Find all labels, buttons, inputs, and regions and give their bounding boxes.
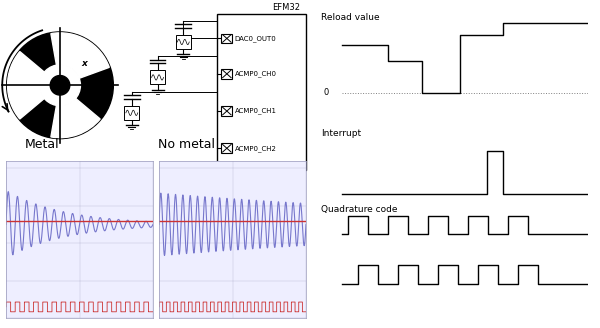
Wedge shape bbox=[8, 51, 44, 119]
Text: No metal: No metal bbox=[157, 138, 215, 151]
Bar bbox=[221, 143, 232, 153]
Text: ACMP0_CH2: ACMP0_CH2 bbox=[235, 145, 277, 152]
Bar bbox=[176, 35, 191, 49]
Wedge shape bbox=[51, 33, 109, 78]
Circle shape bbox=[7, 32, 113, 139]
Bar bbox=[150, 70, 165, 85]
Bar bbox=[221, 33, 232, 43]
Text: x: x bbox=[89, 73, 95, 82]
Text: ACMP0_CH0: ACMP0_CH0 bbox=[235, 71, 277, 77]
Text: EFM32: EFM32 bbox=[272, 3, 300, 12]
Text: DAC0_OUT0: DAC0_OUT0 bbox=[235, 35, 277, 42]
Text: ACMP0_CH1: ACMP0_CH1 bbox=[235, 108, 277, 114]
Wedge shape bbox=[51, 98, 100, 138]
Circle shape bbox=[50, 75, 70, 95]
Text: Interrupt: Interrupt bbox=[321, 129, 361, 138]
Text: x: x bbox=[82, 59, 88, 68]
Bar bbox=[217, 14, 306, 170]
Text: Quadrature code: Quadrature code bbox=[321, 205, 398, 214]
Bar bbox=[221, 69, 232, 79]
Text: 0: 0 bbox=[323, 88, 329, 97]
Bar bbox=[221, 106, 232, 116]
Text: Metal: Metal bbox=[25, 138, 59, 151]
Text: Reload value: Reload value bbox=[321, 13, 380, 22]
Bar bbox=[124, 106, 139, 120]
Circle shape bbox=[40, 65, 80, 106]
